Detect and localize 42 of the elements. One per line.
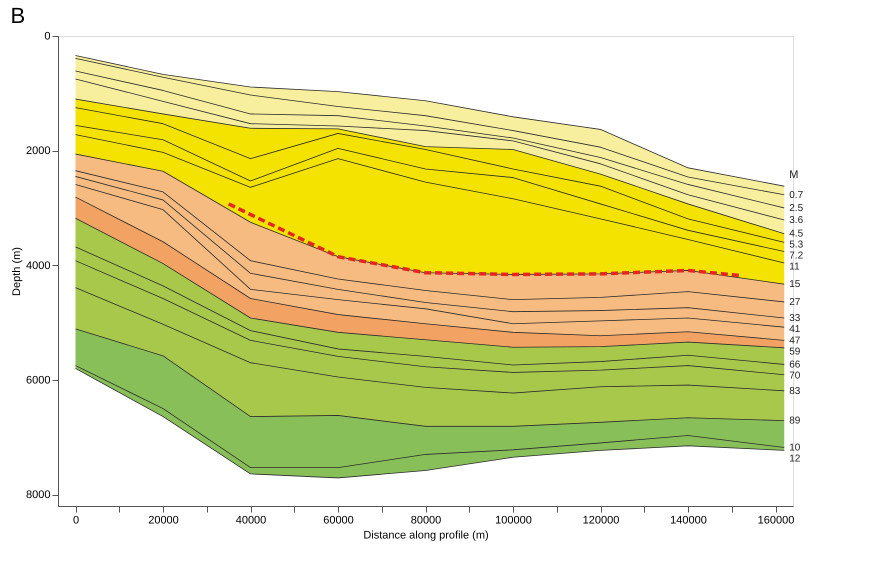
x-tick-label: 40000 (236, 514, 266, 526)
series-label: 47 (789, 335, 801, 346)
series-label: 10 (789, 442, 801, 454)
series-label: 89 (789, 416, 801, 427)
x-tick-label: 100000 (495, 514, 532, 526)
x-tick-label: 120000 (582, 514, 620, 526)
x-tick-label: 20000 (148, 514, 179, 526)
line-series (75, 365, 785, 468)
series-label: 12 (789, 454, 801, 465)
x-tick-label: 60000 (323, 514, 354, 526)
x-tick-label: 0 (72, 514, 80, 526)
chart-title: B (10, 3, 26, 28)
series-label: 7.2 (789, 250, 804, 262)
series-label: 5.3 (789, 240, 804, 251)
y-tick-label: 4000 (26, 260, 50, 272)
x-tick-label: 160000 (758, 514, 794, 526)
series-label: 4.5 (789, 228, 804, 240)
annotation: M (789, 168, 798, 181)
line-series (75, 246, 785, 366)
y-tick-label: 8000 (26, 489, 50, 502)
series-label: 27 (789, 296, 801, 308)
series-label: 59 (789, 346, 801, 358)
series-label: 11 (789, 262, 800, 273)
y-tick-label: 0 (44, 30, 50, 42)
y-tick-label: 2000 (26, 145, 50, 158)
line-series (75, 260, 785, 376)
series-label: 70 (789, 370, 801, 382)
series-label: 15 (789, 279, 801, 290)
line-series (75, 107, 785, 243)
line-series (75, 287, 785, 394)
x-tick-label: 80000 (410, 514, 442, 526)
series-label: 0.7 (789, 190, 804, 201)
series-label: 41 (789, 324, 801, 335)
y-tick-label: 6000 (26, 374, 50, 386)
series-label: 2.5 (789, 202, 804, 214)
series-label: 33 (789, 313, 801, 324)
series-label: 3.6 (789, 214, 804, 226)
series-label: 66 (789, 359, 801, 370)
x-tick-label: 140000 (670, 514, 707, 526)
y-axis-title: Depth (m) (11, 247, 24, 296)
series-label: 83 (789, 386, 801, 397)
x-axis-title: Distance along profile (m) (363, 530, 489, 542)
